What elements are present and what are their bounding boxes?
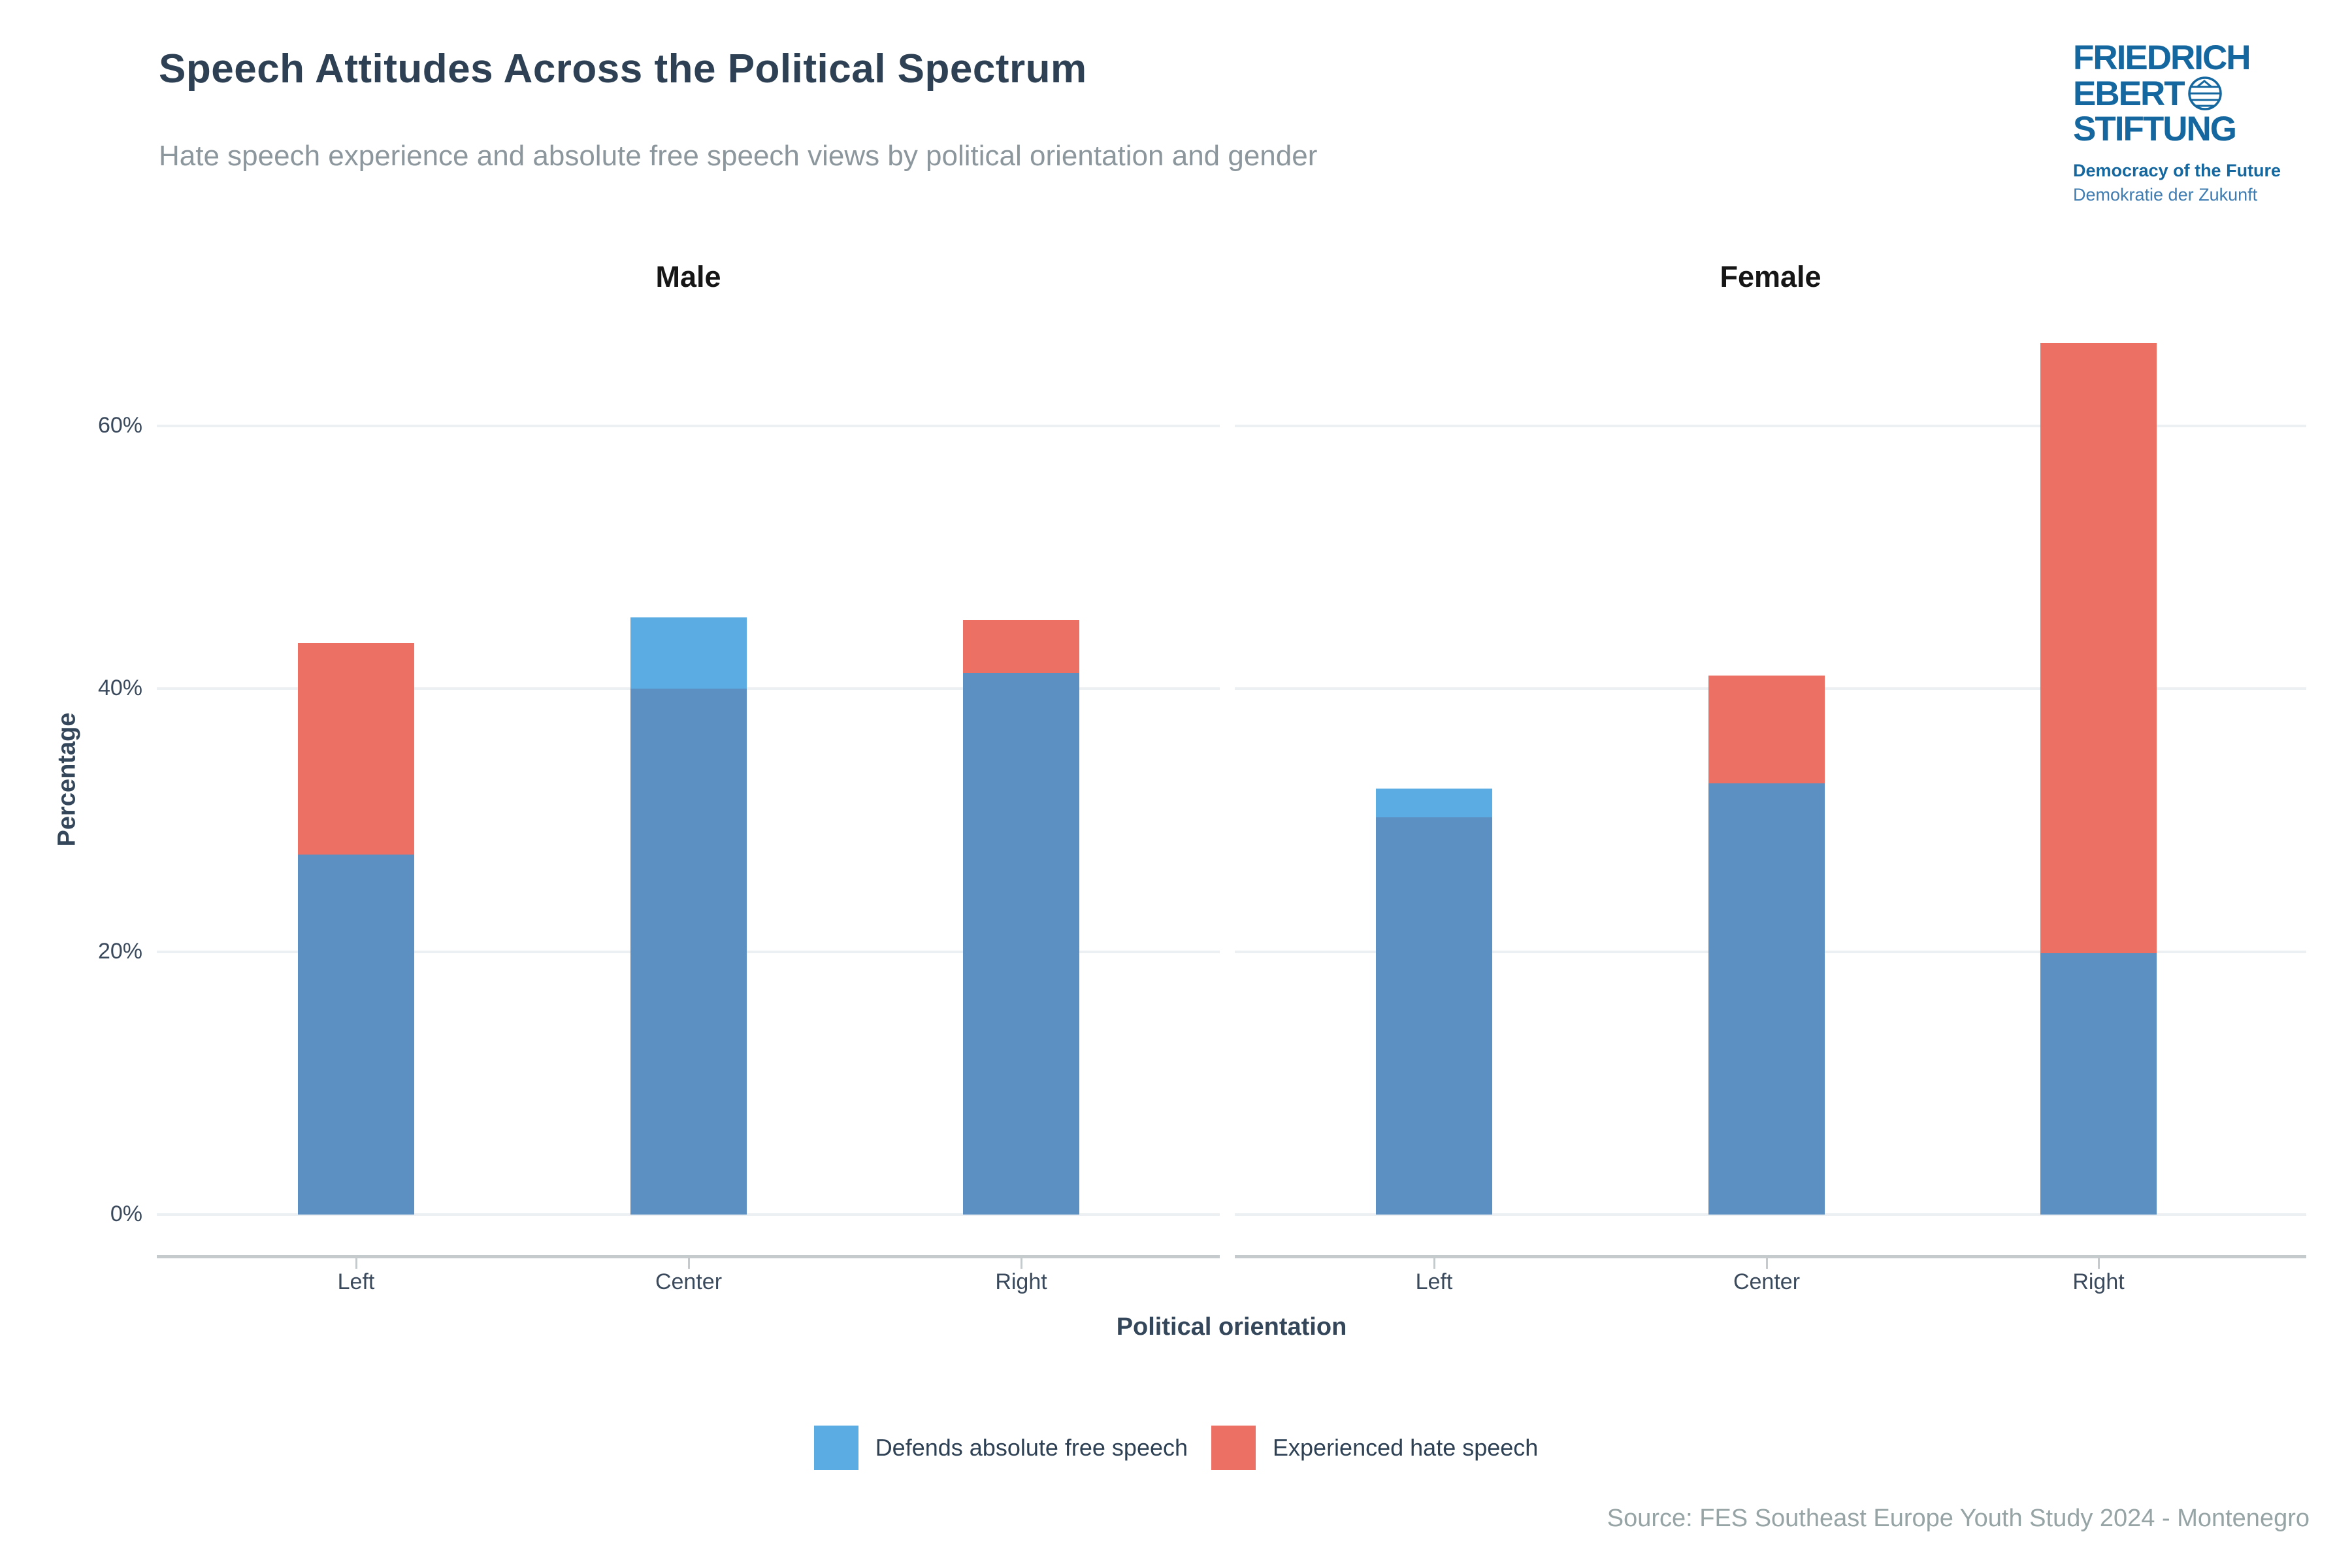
logo-ebert-text: EBERT — [2073, 74, 2185, 113]
y-axis-title: Percentage — [53, 712, 81, 847]
x-tick-label: Center — [1733, 1269, 1801, 1294]
bar-overlap-segment — [2040, 953, 2157, 1215]
legend: Defends absolute free speech Experienced… — [0, 1423, 2352, 1473]
page-title: Speech Attitudes Across the Political Sp… — [159, 46, 1087, 91]
bar-hate-segment — [1708, 675, 1825, 783]
y-tick-label: 20% — [97, 938, 142, 964]
x-axis-title: Political orientation — [1116, 1313, 1347, 1341]
x-axis-tick — [1765, 1258, 1768, 1269]
source-note: Source: FES Southeast Europe Youth Study… — [1607, 1505, 2310, 1532]
legend-swatch-blue — [813, 1426, 858, 1470]
y-tick-label: 40% — [97, 676, 142, 700]
bar-hate-segment — [298, 642, 414, 855]
bar-overlap-segment — [630, 689, 747, 1215]
x-axis-line — [157, 1255, 1220, 1258]
x-tick-label: Right — [2072, 1269, 2125, 1294]
legend-item-experienced-hate-speech: Experienced hate speech — [1211, 1426, 1538, 1470]
bar-overlap-segment — [1708, 783, 1825, 1215]
bar-overlap-segment — [1376, 817, 1492, 1215]
x-axis-tick — [2097, 1258, 2100, 1269]
fes-logo: FRIEDRICH EBERT STIFTUNG Democracy of th… — [2073, 41, 2281, 205]
facet-title-female: Female — [1720, 260, 1821, 293]
logo-tagline-de: Demokratie der Zukunft — [2073, 185, 2258, 204]
y-tick-label: 60% — [97, 412, 142, 438]
x-tick-label: Right — [995, 1269, 1047, 1294]
gridline — [1235, 424, 2306, 427]
x-tick-label: Left — [337, 1269, 375, 1294]
y-tick-label: 0% — [110, 1201, 142, 1226]
legend-swatch-red — [1211, 1426, 1256, 1470]
bar-defends-segment — [1376, 788, 1492, 818]
x-axis-tick — [687, 1258, 690, 1269]
bar-overlap-segment — [298, 854, 414, 1215]
gridline — [157, 1213, 1220, 1216]
logo-tagline-en: Democracy of the Future — [2073, 161, 2281, 180]
x-axis-tick — [1433, 1258, 1435, 1269]
x-axis-tick — [355, 1258, 357, 1269]
x-axis-line — [1235, 1255, 2306, 1258]
logo-text-line2: EBERT — [2073, 75, 2281, 112]
legend-item-defends-free-speech: Defends absolute free speech — [813, 1426, 1188, 1470]
gridline — [1235, 1213, 2306, 1216]
x-tick-label: Center — [655, 1269, 723, 1294]
x-tick-label: Left — [1415, 1269, 1453, 1294]
facet-title-male: Male — [655, 260, 721, 293]
legend-label: Experienced hate speech — [1273, 1434, 1539, 1461]
logo-text-line3: STIFTUNG — [2073, 110, 2237, 148]
bar-defends-segment — [630, 617, 747, 689]
gridline — [157, 424, 1220, 427]
bar-overlap-segment — [963, 672, 1079, 1215]
page-subtitle: Hate speech experience and absolute free… — [159, 140, 1318, 172]
globe-icon — [2187, 76, 2222, 110]
bar-hate-segment — [963, 620, 1079, 673]
bar-hate-segment — [2040, 342, 2157, 953]
x-axis-tick — [1020, 1258, 1022, 1269]
logo-text-line1: FRIEDRICH — [2073, 39, 2251, 77]
legend-label: Defends absolute free speech — [875, 1434, 1188, 1461]
